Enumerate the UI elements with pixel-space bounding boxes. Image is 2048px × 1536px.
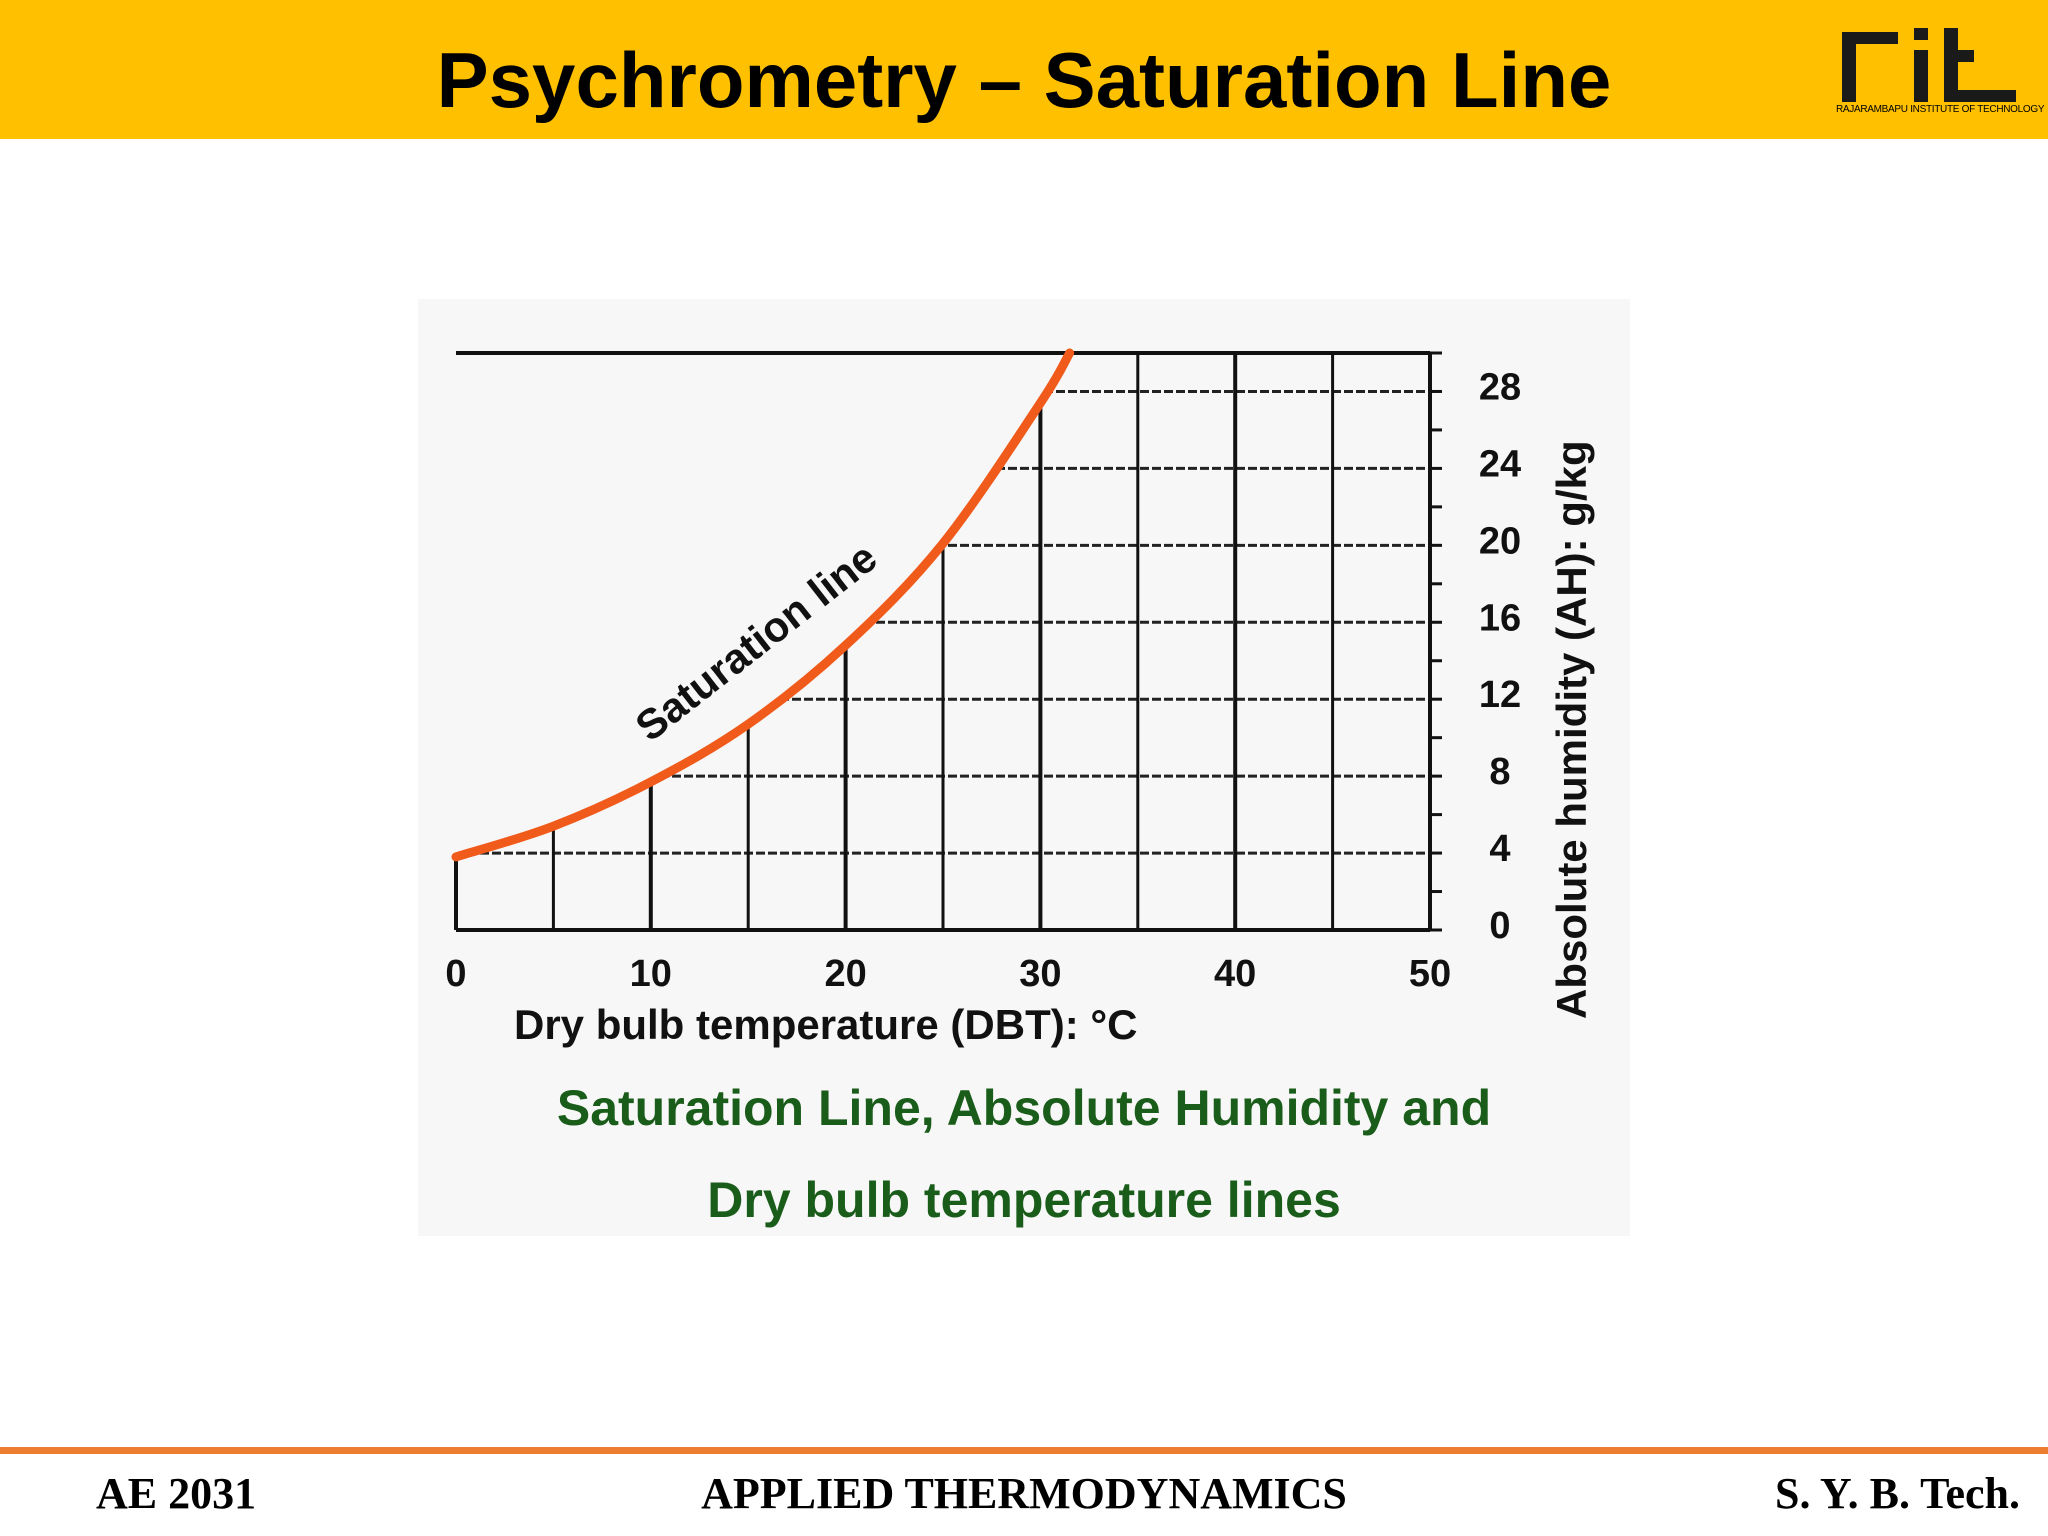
y-tick-label: 12 [1479, 674, 1521, 716]
footer-course-title: APPLIED THERMODYNAMICS [701, 1469, 1347, 1518]
rit-logo [1842, 28, 2016, 102]
slide-title: Psychrometry – Saturation Line [436, 36, 1612, 124]
x-axis-title: Dry bulb temperature (DBT): °C [514, 1001, 1138, 1048]
curve-layer [451, 348, 1075, 862]
logo-subtitle: RAJARAMBAPU INSTITUTE OF TECHNOLOGY [1836, 104, 2045, 115]
saturation-chart: 0 10 20 30 40 50 0 4 8 12 16 20 24 28 Dry bulb temper… [445, 343, 1595, 1048]
figure-caption-line-1: Saturation Line, Absolute Humidity and [556, 1080, 1492, 1136]
y-tick-label: 24 [1479, 443, 1521, 485]
x-tick-label: 40 [1214, 953, 1256, 995]
saturation-line [451, 348, 1075, 862]
x-tick-label: 0 [445, 953, 466, 995]
title-bar: Psychrometry – Saturation Line RAJARAMBA… [0, 0, 2048, 139]
footer-class: S. Y. B. Tech. [1775, 1469, 2020, 1518]
x-tick-label: 20 [824, 953, 866, 995]
y-axis-title: Absolute humidity (AH): g/kg [1548, 440, 1595, 1019]
y-tick-label: 20 [1479, 520, 1521, 562]
y-tick-label: 4 [1489, 828, 1510, 870]
y-tick-label: 0 [1489, 905, 1510, 947]
y-tick-label: 8 [1489, 751, 1510, 793]
footer-course-code: AE 2031 [96, 1469, 257, 1518]
y-tick-label: 16 [1479, 597, 1521, 639]
x-tick-label: 50 [1409, 953, 1451, 995]
y-tick-label: 28 [1479, 366, 1521, 408]
tick-labels: 0 10 20 30 40 50 0 4 8 12 16 20 24 28 [445, 366, 1521, 995]
figure-caption-line-2: Dry bulb temperature lines [707, 1172, 1341, 1228]
area-above-curve [446, 343, 1070, 857]
x-tick-label: 10 [630, 953, 672, 995]
grid [446, 343, 1442, 932]
footer-divider [0, 1447, 2048, 1454]
chart-figure: 0 10 20 30 40 50 0 4 8 12 16 20 24 28 Dry bulb temper… [418, 299, 1630, 1236]
x-tick-label: 30 [1019, 953, 1061, 995]
